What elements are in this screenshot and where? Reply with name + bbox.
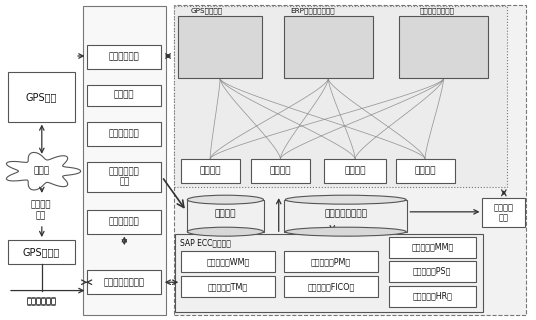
Ellipse shape [285, 195, 406, 204]
Text: 优化决策: 优化决策 [414, 166, 436, 176]
Text: 应用集成接口平台: 应用集成接口平台 [104, 278, 145, 287]
Text: 实时数据
交互: 实时数据 交互 [494, 203, 514, 222]
FancyBboxPatch shape [324, 159, 386, 183]
FancyBboxPatch shape [87, 210, 161, 234]
Ellipse shape [187, 195, 264, 204]
FancyBboxPatch shape [389, 261, 476, 282]
Text: 应急处置: 应急处置 [270, 166, 291, 176]
FancyBboxPatch shape [399, 16, 488, 78]
FancyBboxPatch shape [8, 72, 75, 122]
FancyBboxPatch shape [284, 16, 373, 78]
Text: 应急管理系统: 应急管理系统 [109, 217, 140, 226]
Text: GPS前置机: GPS前置机 [23, 247, 60, 257]
FancyBboxPatch shape [175, 234, 483, 312]
FancyBboxPatch shape [87, 85, 161, 106]
FancyBboxPatch shape [284, 200, 407, 232]
Text: 人资管理（HR）: 人资管理（HR） [412, 292, 452, 301]
FancyBboxPatch shape [181, 159, 240, 183]
FancyBboxPatch shape [87, 270, 161, 294]
FancyBboxPatch shape [284, 251, 378, 272]
FancyBboxPatch shape [174, 6, 507, 187]
Text: 调度指挥: 调度指挥 [344, 166, 366, 176]
Text: ERP可视化灵活展现: ERP可视化灵活展现 [290, 8, 335, 14]
FancyBboxPatch shape [389, 286, 476, 307]
FancyBboxPatch shape [83, 6, 166, 315]
Text: 视频监控集成系统: 视频监控集成系统 [419, 8, 455, 14]
Polygon shape [6, 152, 81, 190]
Text: 视频监控系统: 视频监控系统 [109, 52, 140, 61]
Text: 工程管理（PS）: 工程管理（PS） [413, 267, 451, 276]
FancyBboxPatch shape [389, 237, 476, 258]
Text: 网络隔离
装置: 网络隔离 装置 [30, 201, 51, 220]
Text: 物资管理（MM）: 物资管理（MM） [411, 243, 453, 252]
Text: 网络隔离装置: 网络隔离装置 [27, 296, 57, 305]
Text: GPS系统: GPS系统 [26, 92, 57, 102]
FancyBboxPatch shape [8, 240, 75, 264]
Text: 条码系统: 条码系统 [114, 91, 135, 100]
Text: 仓储管理（WM）: 仓储管理（WM） [206, 257, 250, 266]
Text: 设备管理（PM）: 设备管理（PM） [311, 257, 351, 266]
FancyBboxPatch shape [396, 159, 455, 183]
Text: 数字沙盘系统: 数字沙盘系统 [109, 129, 140, 138]
Text: 网络隔离装置: 网络隔离装置 [27, 297, 56, 306]
FancyBboxPatch shape [251, 159, 310, 183]
FancyBboxPatch shape [87, 122, 161, 146]
Text: 互联网: 互联网 [34, 167, 50, 176]
Text: 配送管理（TM）: 配送管理（TM） [208, 282, 248, 291]
Ellipse shape [187, 227, 264, 236]
FancyBboxPatch shape [284, 276, 378, 297]
Text: SAP ECC系统平台: SAP ECC系统平台 [180, 238, 231, 247]
FancyBboxPatch shape [87, 162, 161, 192]
Text: 实时监控: 实时监控 [199, 166, 221, 176]
Ellipse shape [285, 227, 406, 236]
Text: 数据中心: 数据中心 [214, 209, 236, 218]
Text: 数据整合分析平台: 数据整合分析平台 [324, 209, 367, 218]
Text: 仓库三维仿真
系统: 仓库三维仿真 系统 [109, 167, 140, 187]
FancyBboxPatch shape [178, 16, 262, 78]
FancyBboxPatch shape [181, 276, 275, 297]
FancyBboxPatch shape [482, 198, 525, 227]
FancyBboxPatch shape [87, 45, 161, 69]
Text: GPS监控车辆: GPS监控车辆 [190, 8, 222, 14]
FancyBboxPatch shape [181, 251, 275, 272]
FancyBboxPatch shape [187, 200, 264, 232]
FancyBboxPatch shape [174, 5, 526, 315]
Text: 财务管理（FICO）: 财务管理（FICO） [307, 282, 355, 291]
